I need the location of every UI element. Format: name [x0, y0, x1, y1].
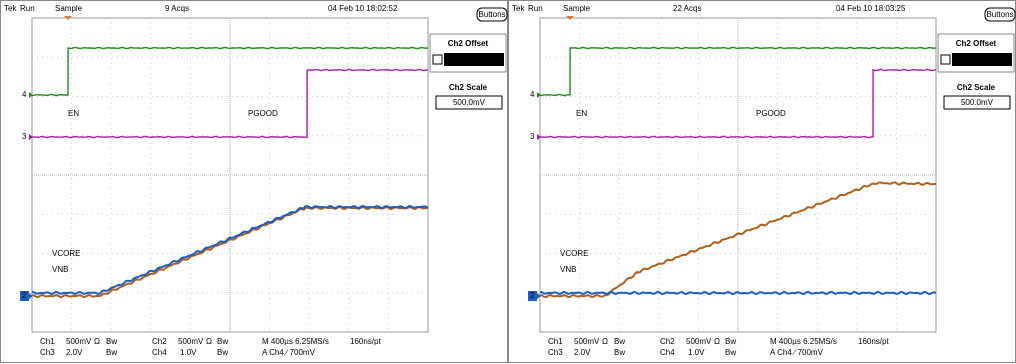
trace-label: EN [576, 109, 587, 118]
panel-frame [508, 0, 1016, 363]
footer-field: Ch2 [660, 337, 675, 346]
scope-panel: Tek Run Sample 22 Acqs 04 Feb 10 18:03:25 4 3 2… [508, 0, 1016, 363]
marker-arrow [29, 92, 33, 98]
footer-field: Ω [602, 337, 608, 346]
footer-field: 500mV [178, 337, 204, 346]
scale-value: 500.0mV [453, 98, 486, 107]
trace-pgood [539, 68, 937, 139]
footer-field: Bw [106, 337, 117, 346]
channel-marker: 2 [530, 291, 535, 300]
trace-pgood [31, 68, 429, 139]
trace-label: VNB [52, 265, 68, 274]
footer-field: Bw [217, 348, 228, 357]
header-mode: Sample [55, 4, 83, 13]
footer-field: A Ch4 ∕ 700mV [770, 348, 824, 357]
header-brand: Tek [512, 4, 525, 13]
header-acqs: 22 Acqs [673, 4, 701, 13]
trace-label: PGOOD [248, 109, 278, 118]
footer-field: 1.0V [688, 348, 705, 357]
marker-box [20, 291, 29, 301]
footer-field: Ch1 [548, 337, 563, 346]
scope-panel: Tek Run Sample 9 Acqs 04 Feb 10 18:02:52 4 3 2 E… [0, 0, 508, 363]
marker-arrow [29, 134, 33, 140]
marker-arrow [537, 92, 541, 98]
footer-field: 500mV [686, 337, 712, 346]
footer-field: Ch4 [152, 348, 167, 357]
trace-en [539, 46, 937, 97]
offset-title: Ch2 Offset [956, 39, 997, 48]
header-mode: Sample [563, 4, 591, 13]
trace-label: VCORE [52, 249, 80, 258]
scale-value: 500.0mV [961, 98, 994, 107]
buttons-button[interactable] [476, 7, 508, 22]
offset-value: 0.0V [448, 55, 465, 64]
scale-field [943, 95, 1011, 110]
footer-field: Ω [206, 337, 212, 346]
footer-field: 2.0V [574, 348, 591, 357]
channel-marker: 4 [530, 90, 535, 99]
footer-field: Bw [725, 337, 736, 346]
footer-field: Ω [714, 337, 720, 346]
channel-marker: 4 [22, 90, 27, 99]
footer-field: Ω [94, 337, 100, 346]
trace-label: EN [68, 109, 79, 118]
marker-arrow [537, 134, 541, 140]
scale-title: Ch2 Scale [957, 83, 996, 92]
footer-field: 160ns/pt [350, 337, 381, 346]
marker-box [528, 291, 537, 301]
footer-field: Ch4 [660, 348, 675, 357]
footer-field: Ch1 [40, 337, 55, 346]
scale-title: Ch2 Scale [449, 83, 488, 92]
footer-field: 1.0V [180, 348, 197, 357]
trace-vnb [539, 290, 937, 296]
offset-field [952, 53, 1012, 66]
footer-field: Bw [614, 337, 625, 346]
channel-marker: 3 [22, 132, 27, 141]
channel-marker: 2 [22, 291, 27, 300]
scale-field [435, 95, 503, 110]
marker-arrow [537, 293, 541, 299]
trace-vcore [539, 181, 936, 299]
offset-icon [432, 54, 443, 65]
buttons-label: Buttons [986, 10, 1013, 19]
marker-arrow [29, 293, 33, 299]
footer-field: Ch3 [548, 348, 563, 357]
footer-field: 500mV [574, 337, 600, 346]
header-brand: Tek [4, 4, 17, 13]
buttons-button[interactable] [984, 7, 1016, 22]
footer-field: 500mV [66, 337, 92, 346]
footer-field: 2.0V [66, 348, 83, 357]
trace-label: VCORE [560, 249, 588, 258]
trace-en [31, 46, 429, 97]
footer-field: Bw [614, 348, 625, 357]
offset-title: Ch2 Offset [448, 39, 489, 48]
footer-field: Bw [725, 348, 736, 357]
header-state: Run [528, 4, 543, 13]
trace-label: VNB [560, 265, 576, 274]
header-timestamp: 04 Feb 10 18:03:25 [836, 4, 906, 13]
offset-icon [940, 54, 951, 65]
footer-field: M 400µs 6.25MS/s [262, 337, 329, 346]
footer-field: 160ns/pt [858, 337, 889, 346]
offset-field [444, 53, 504, 66]
header-state: Run [20, 4, 35, 13]
footer-field: A Ch4 ∕ 700mV [262, 348, 316, 357]
buttons-label: Buttons [478, 10, 505, 19]
channel-marker: 3 [530, 132, 535, 141]
footer-field: M 400µs 6.25MS/s [770, 337, 837, 346]
trace-vnb [31, 204, 429, 296]
header-acqs: 9 Acqs [165, 4, 189, 13]
offset-value: 0.0V [956, 55, 973, 64]
header-timestamp: 04 Feb 10 18:02:52 [328, 4, 398, 13]
footer-field: Bw [217, 337, 228, 346]
footer-field: Bw [106, 348, 117, 357]
footer-field: Ch2 [152, 337, 167, 346]
panel-frame [0, 0, 508, 363]
footer-field: Ch3 [40, 348, 55, 357]
trace-label: PGOOD [756, 109, 786, 118]
